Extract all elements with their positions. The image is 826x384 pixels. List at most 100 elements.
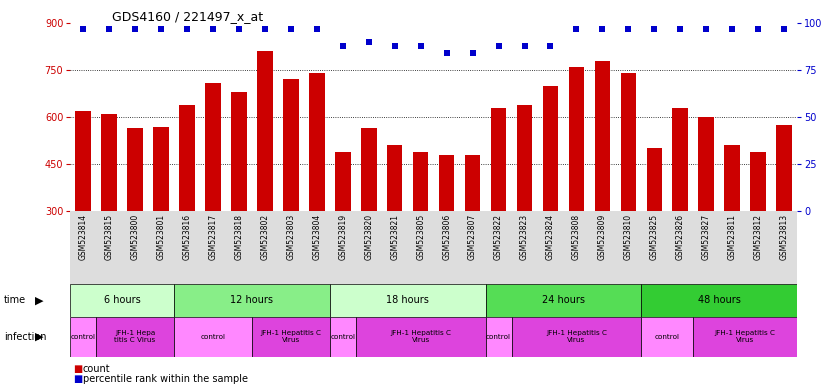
Point xyxy=(518,43,531,49)
Point xyxy=(544,43,557,49)
Text: GSM523805: GSM523805 xyxy=(416,214,425,260)
Point xyxy=(725,26,738,32)
Bar xyxy=(154,127,169,211)
Text: JFH-1 Hepatitis C
Virus: JFH-1 Hepatitis C Virus xyxy=(260,331,321,343)
Point xyxy=(232,26,245,32)
Point xyxy=(388,43,401,49)
Bar xyxy=(283,79,299,211)
Text: infection: infection xyxy=(4,332,46,342)
Text: GSM523819: GSM523819 xyxy=(339,214,347,260)
Bar xyxy=(543,86,558,211)
Point xyxy=(180,26,193,32)
Point xyxy=(674,26,687,32)
Bar xyxy=(620,73,636,211)
Text: GSM523812: GSM523812 xyxy=(753,214,762,260)
Bar xyxy=(647,149,662,211)
Bar xyxy=(179,104,195,211)
Point xyxy=(284,26,297,32)
Point xyxy=(154,26,168,32)
Text: GSM523821: GSM523821 xyxy=(390,214,399,260)
Text: 24 hours: 24 hours xyxy=(542,295,585,306)
Bar xyxy=(776,125,792,211)
Text: control: control xyxy=(655,334,680,340)
Bar xyxy=(486,317,511,357)
Bar xyxy=(465,155,481,211)
Bar xyxy=(413,152,429,211)
Text: 6 hours: 6 hours xyxy=(104,295,140,306)
Bar xyxy=(491,108,506,211)
Bar xyxy=(70,284,174,317)
Text: GSM523800: GSM523800 xyxy=(131,214,140,260)
Point xyxy=(414,43,427,49)
Text: GSM523809: GSM523809 xyxy=(598,214,607,260)
Text: GSM523806: GSM523806 xyxy=(442,214,451,260)
Bar xyxy=(568,67,584,211)
Text: count: count xyxy=(83,364,110,374)
Text: GSM523820: GSM523820 xyxy=(364,214,373,260)
Text: percentile rank within the sample: percentile rank within the sample xyxy=(83,374,248,384)
Text: 12 hours: 12 hours xyxy=(230,295,273,306)
Bar xyxy=(595,61,610,211)
Point xyxy=(362,39,375,45)
Bar xyxy=(252,317,330,357)
Bar xyxy=(517,104,532,211)
Point xyxy=(440,50,453,56)
Text: GDS4160 / 221497_x_at: GDS4160 / 221497_x_at xyxy=(112,10,263,23)
Bar xyxy=(641,284,797,317)
Text: control: control xyxy=(330,334,355,340)
Point xyxy=(259,26,272,32)
Point xyxy=(466,50,479,56)
Text: GSM523827: GSM523827 xyxy=(702,214,710,260)
Text: ▶: ▶ xyxy=(36,295,44,306)
Point xyxy=(311,26,324,32)
Bar xyxy=(257,51,273,211)
Text: time: time xyxy=(4,295,26,306)
Point xyxy=(752,26,765,32)
Text: control: control xyxy=(201,334,225,340)
Point xyxy=(206,26,220,32)
Text: GSM523814: GSM523814 xyxy=(78,214,88,260)
Text: GSM523802: GSM523802 xyxy=(260,214,269,260)
Bar xyxy=(672,108,688,211)
Text: JFH-1 Hepatitis C
Virus: JFH-1 Hepatitis C Virus xyxy=(390,331,451,343)
Bar xyxy=(693,317,797,357)
Bar xyxy=(330,317,356,357)
Bar xyxy=(205,83,221,211)
Text: GSM523804: GSM523804 xyxy=(312,214,321,260)
Bar xyxy=(511,317,641,357)
Bar xyxy=(439,155,454,211)
Point xyxy=(596,26,609,32)
Bar xyxy=(174,284,330,317)
Bar xyxy=(387,146,402,211)
Point xyxy=(777,26,790,32)
Bar xyxy=(724,146,740,211)
Bar xyxy=(356,317,486,357)
Text: JFH-1 Hepa
titis C Virus: JFH-1 Hepa titis C Virus xyxy=(115,331,156,343)
Point xyxy=(570,26,583,32)
Text: 48 hours: 48 hours xyxy=(698,295,741,306)
Bar xyxy=(127,128,143,211)
Bar xyxy=(231,92,247,211)
Text: GSM523803: GSM523803 xyxy=(287,214,296,260)
Text: JFH-1 Hepatitis C
Virus: JFH-1 Hepatitis C Virus xyxy=(546,331,607,343)
Bar xyxy=(309,73,325,211)
Point xyxy=(648,26,661,32)
Bar xyxy=(750,152,766,211)
Text: ▶: ▶ xyxy=(36,332,44,342)
Point xyxy=(336,43,349,49)
Bar xyxy=(96,317,174,357)
Bar xyxy=(699,117,714,211)
Text: JFH-1 Hepatitis C
Virus: JFH-1 Hepatitis C Virus xyxy=(714,331,776,343)
Point xyxy=(492,43,506,49)
Bar xyxy=(174,317,252,357)
Bar xyxy=(75,111,91,211)
Text: GSM523817: GSM523817 xyxy=(208,214,217,260)
Bar xyxy=(641,317,693,357)
Text: ■: ■ xyxy=(73,374,82,384)
Text: GSM523816: GSM523816 xyxy=(183,214,192,260)
Text: GSM523811: GSM523811 xyxy=(728,214,737,260)
Bar xyxy=(486,284,641,317)
Text: GSM523813: GSM523813 xyxy=(780,214,789,260)
Text: GSM523824: GSM523824 xyxy=(546,214,555,260)
Text: GSM523825: GSM523825 xyxy=(650,214,659,260)
